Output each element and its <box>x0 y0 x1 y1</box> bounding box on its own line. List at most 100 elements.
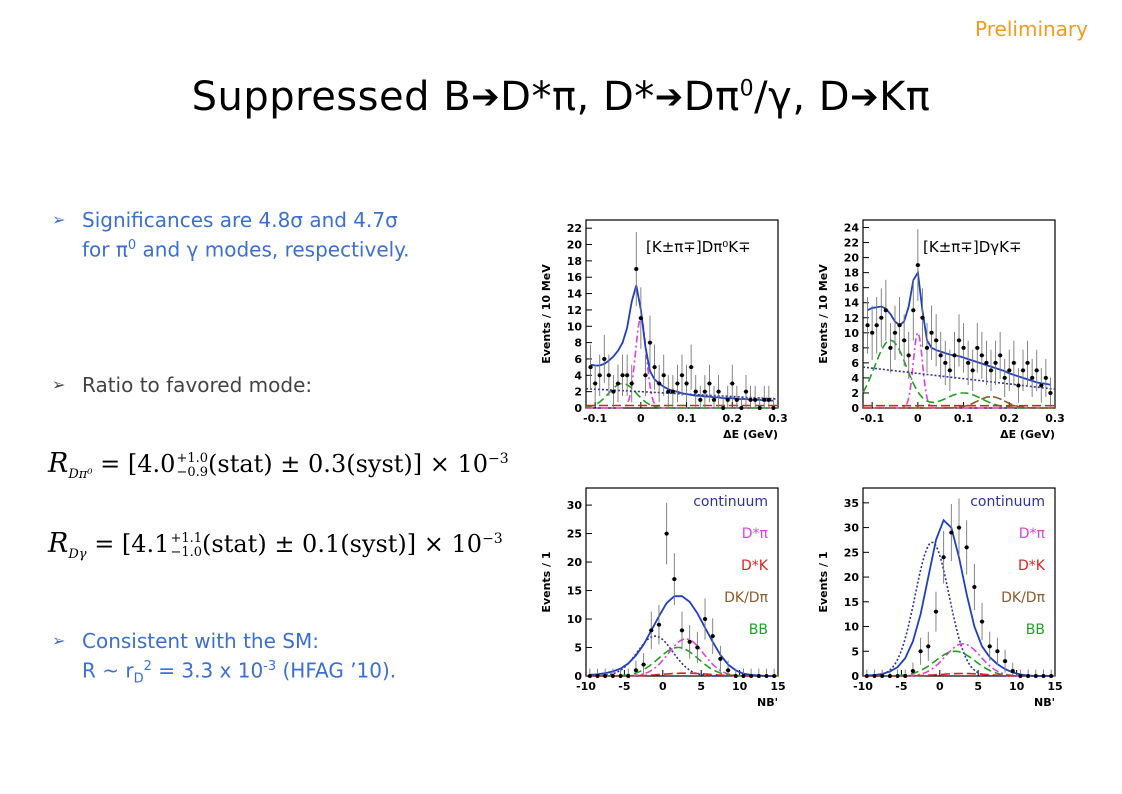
data-point <box>625 373 630 378</box>
y-axis-label: Events / 10 MeV <box>817 264 830 364</box>
data-point <box>961 345 966 350</box>
component-curve <box>863 672 1055 677</box>
data-point <box>1003 659 1008 664</box>
data-point <box>698 397 703 402</box>
bullet-sup: 2 <box>143 659 152 674</box>
legend-entry: D*π <box>742 526 769 542</box>
data-point <box>952 353 957 358</box>
y-tick-label: 15 <box>844 596 859 609</box>
x-tick-label: 0 <box>936 680 944 693</box>
preliminary-label: Preliminary <box>975 17 1088 41</box>
data-point <box>611 389 616 394</box>
data-point <box>734 397 739 402</box>
data-point <box>661 373 666 378</box>
data-point <box>733 674 738 678</box>
panel-label: [K±π∓]DγK∓ <box>923 238 1022 256</box>
y-tick-label: 4 <box>574 369 582 382</box>
data-point <box>888 345 893 350</box>
data-point <box>744 389 748 394</box>
x-axis-label: ΔE (GeV) <box>1000 428 1055 441</box>
data-point <box>616 381 620 386</box>
y-tick-label: 10 <box>844 327 860 340</box>
component-curve <box>863 395 1055 409</box>
equation-dpi0: RDπ⁰ = [4.0 +1.0 −0.9 (stat) ± 0.3(syst)] ×… <box>48 448 509 482</box>
title-part2: D*π, D* <box>500 74 655 120</box>
legend-entry: BB <box>1026 622 1045 638</box>
x-tick-label: 0.2 <box>723 412 743 425</box>
y-tick-label: 2 <box>851 387 859 400</box>
data-point <box>1002 375 1007 380</box>
y-tick-label: 8 <box>851 342 859 355</box>
arrowhead-bullet-icon: ➢ <box>52 375 66 394</box>
title-part1: Suppressed B <box>191 74 472 120</box>
data-point <box>972 584 977 589</box>
bullet-fragment: for π <box>82 237 128 262</box>
data-point <box>749 674 754 678</box>
y-tick-label: 16 <box>844 282 860 295</box>
y-tick-label: 8 <box>574 337 582 350</box>
data-point <box>587 674 592 678</box>
data-point <box>766 397 771 402</box>
y-tick-label: 22 <box>844 237 859 250</box>
x-tick-label: 0.1 <box>954 412 974 425</box>
data-point <box>895 674 900 678</box>
data-point <box>883 308 888 313</box>
data-point <box>618 674 623 678</box>
y-tick-label: 0 <box>574 402 582 415</box>
data-point <box>641 662 646 667</box>
legend-entry: D*π <box>1019 526 1046 542</box>
arrow-icon: ➔ <box>471 77 501 117</box>
y-tick-label: 14 <box>844 297 860 310</box>
y-tick-label: 25 <box>844 546 859 559</box>
data-point <box>998 353 1003 358</box>
y-tick-label: 14 <box>567 288 583 301</box>
data-point <box>879 315 884 320</box>
bullet-text: Consistent with the SM: <box>82 629 319 653</box>
data-point <box>984 360 989 365</box>
x-tick-label: 0.3 <box>1045 412 1065 425</box>
y-tick-label: 12 <box>567 304 582 317</box>
data-point <box>933 609 938 614</box>
data-point <box>995 649 1000 654</box>
eq-symbol: R <box>48 528 69 559</box>
data-point <box>906 353 911 358</box>
data-point <box>957 525 961 530</box>
data-point <box>980 619 985 624</box>
legend-entry: continuum <box>970 494 1045 510</box>
y-axis-label: Events / 10 MeV <box>540 264 553 364</box>
legend-entry: DK/Dπ <box>724 590 768 606</box>
y-tick-label: 10 <box>567 320 583 333</box>
data-point <box>1026 674 1031 678</box>
y-tick-label: 6 <box>574 353 582 366</box>
arrow-icon: ➔ <box>850 77 880 117</box>
data-point <box>941 555 946 560</box>
data-point <box>918 649 923 654</box>
data-point <box>730 381 735 386</box>
x-tick-label: 0.1 <box>677 412 697 425</box>
y-tick-label: 4 <box>851 372 859 385</box>
data-point <box>897 323 902 328</box>
data-point <box>689 365 694 370</box>
data-point <box>629 381 634 386</box>
component-curve <box>586 672 778 677</box>
y-tick-label: 2 <box>574 386 582 399</box>
data-point <box>1030 375 1035 380</box>
data-point <box>595 674 600 678</box>
data-point <box>626 674 631 678</box>
bullet-consistent: ➢ Consistent with the SM: R ~ rD2 = 3.3 … <box>52 628 396 693</box>
x-axis-label: NB' <box>1034 696 1055 709</box>
data-point <box>648 340 652 345</box>
data-point <box>970 368 975 373</box>
data-point <box>964 545 969 550</box>
data-point <box>864 674 869 678</box>
title-part3: Dπ <box>683 74 740 120</box>
bullet-text: Significances are 4.8σ and 4.7σ <box>82 208 398 232</box>
y-tick-label: 15 <box>567 585 582 598</box>
data-point <box>693 389 698 394</box>
data-point <box>987 644 992 649</box>
y-tick-label: 24 <box>844 222 860 235</box>
component-curve <box>863 541 1055 677</box>
eq-up: +1.0 <box>176 450 209 466</box>
data-point <box>702 389 707 394</box>
y-tick-label: 25 <box>567 528 582 541</box>
